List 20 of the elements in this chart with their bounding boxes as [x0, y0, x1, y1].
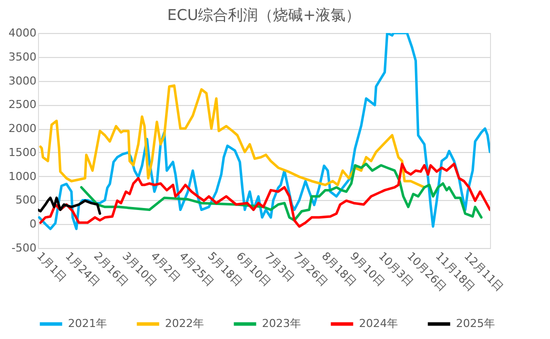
y-tick-label: 1000	[8, 170, 36, 183]
y-tick-label: 4000	[8, 26, 36, 40]
y-tick-label: 1500	[8, 146, 36, 159]
line-series	[80, 162, 483, 222]
line-series	[39, 84, 426, 189]
legend-label: 2024年	[359, 317, 398, 330]
legend-label: 2025年	[456, 317, 495, 330]
line-series	[38, 196, 102, 215]
legend-label: 2023年	[262, 317, 301, 330]
y-tick-label: -500	[12, 242, 36, 254]
chart-title: ECU综合利润（烧碱+液氯）	[167, 6, 361, 24]
legend-label: 2022年	[165, 317, 204, 330]
legend-label: 2021年	[68, 317, 107, 330]
line-series	[39, 162, 490, 228]
y-tick-label: 2500	[8, 98, 36, 112]
y-tick-label: 3000	[8, 74, 36, 88]
y-tick-label: 2000	[8, 122, 36, 136]
y-tick-label: 500	[16, 194, 36, 207]
y-tick-label: 0	[30, 218, 36, 231]
y-tick-label: 3500	[8, 50, 36, 64]
